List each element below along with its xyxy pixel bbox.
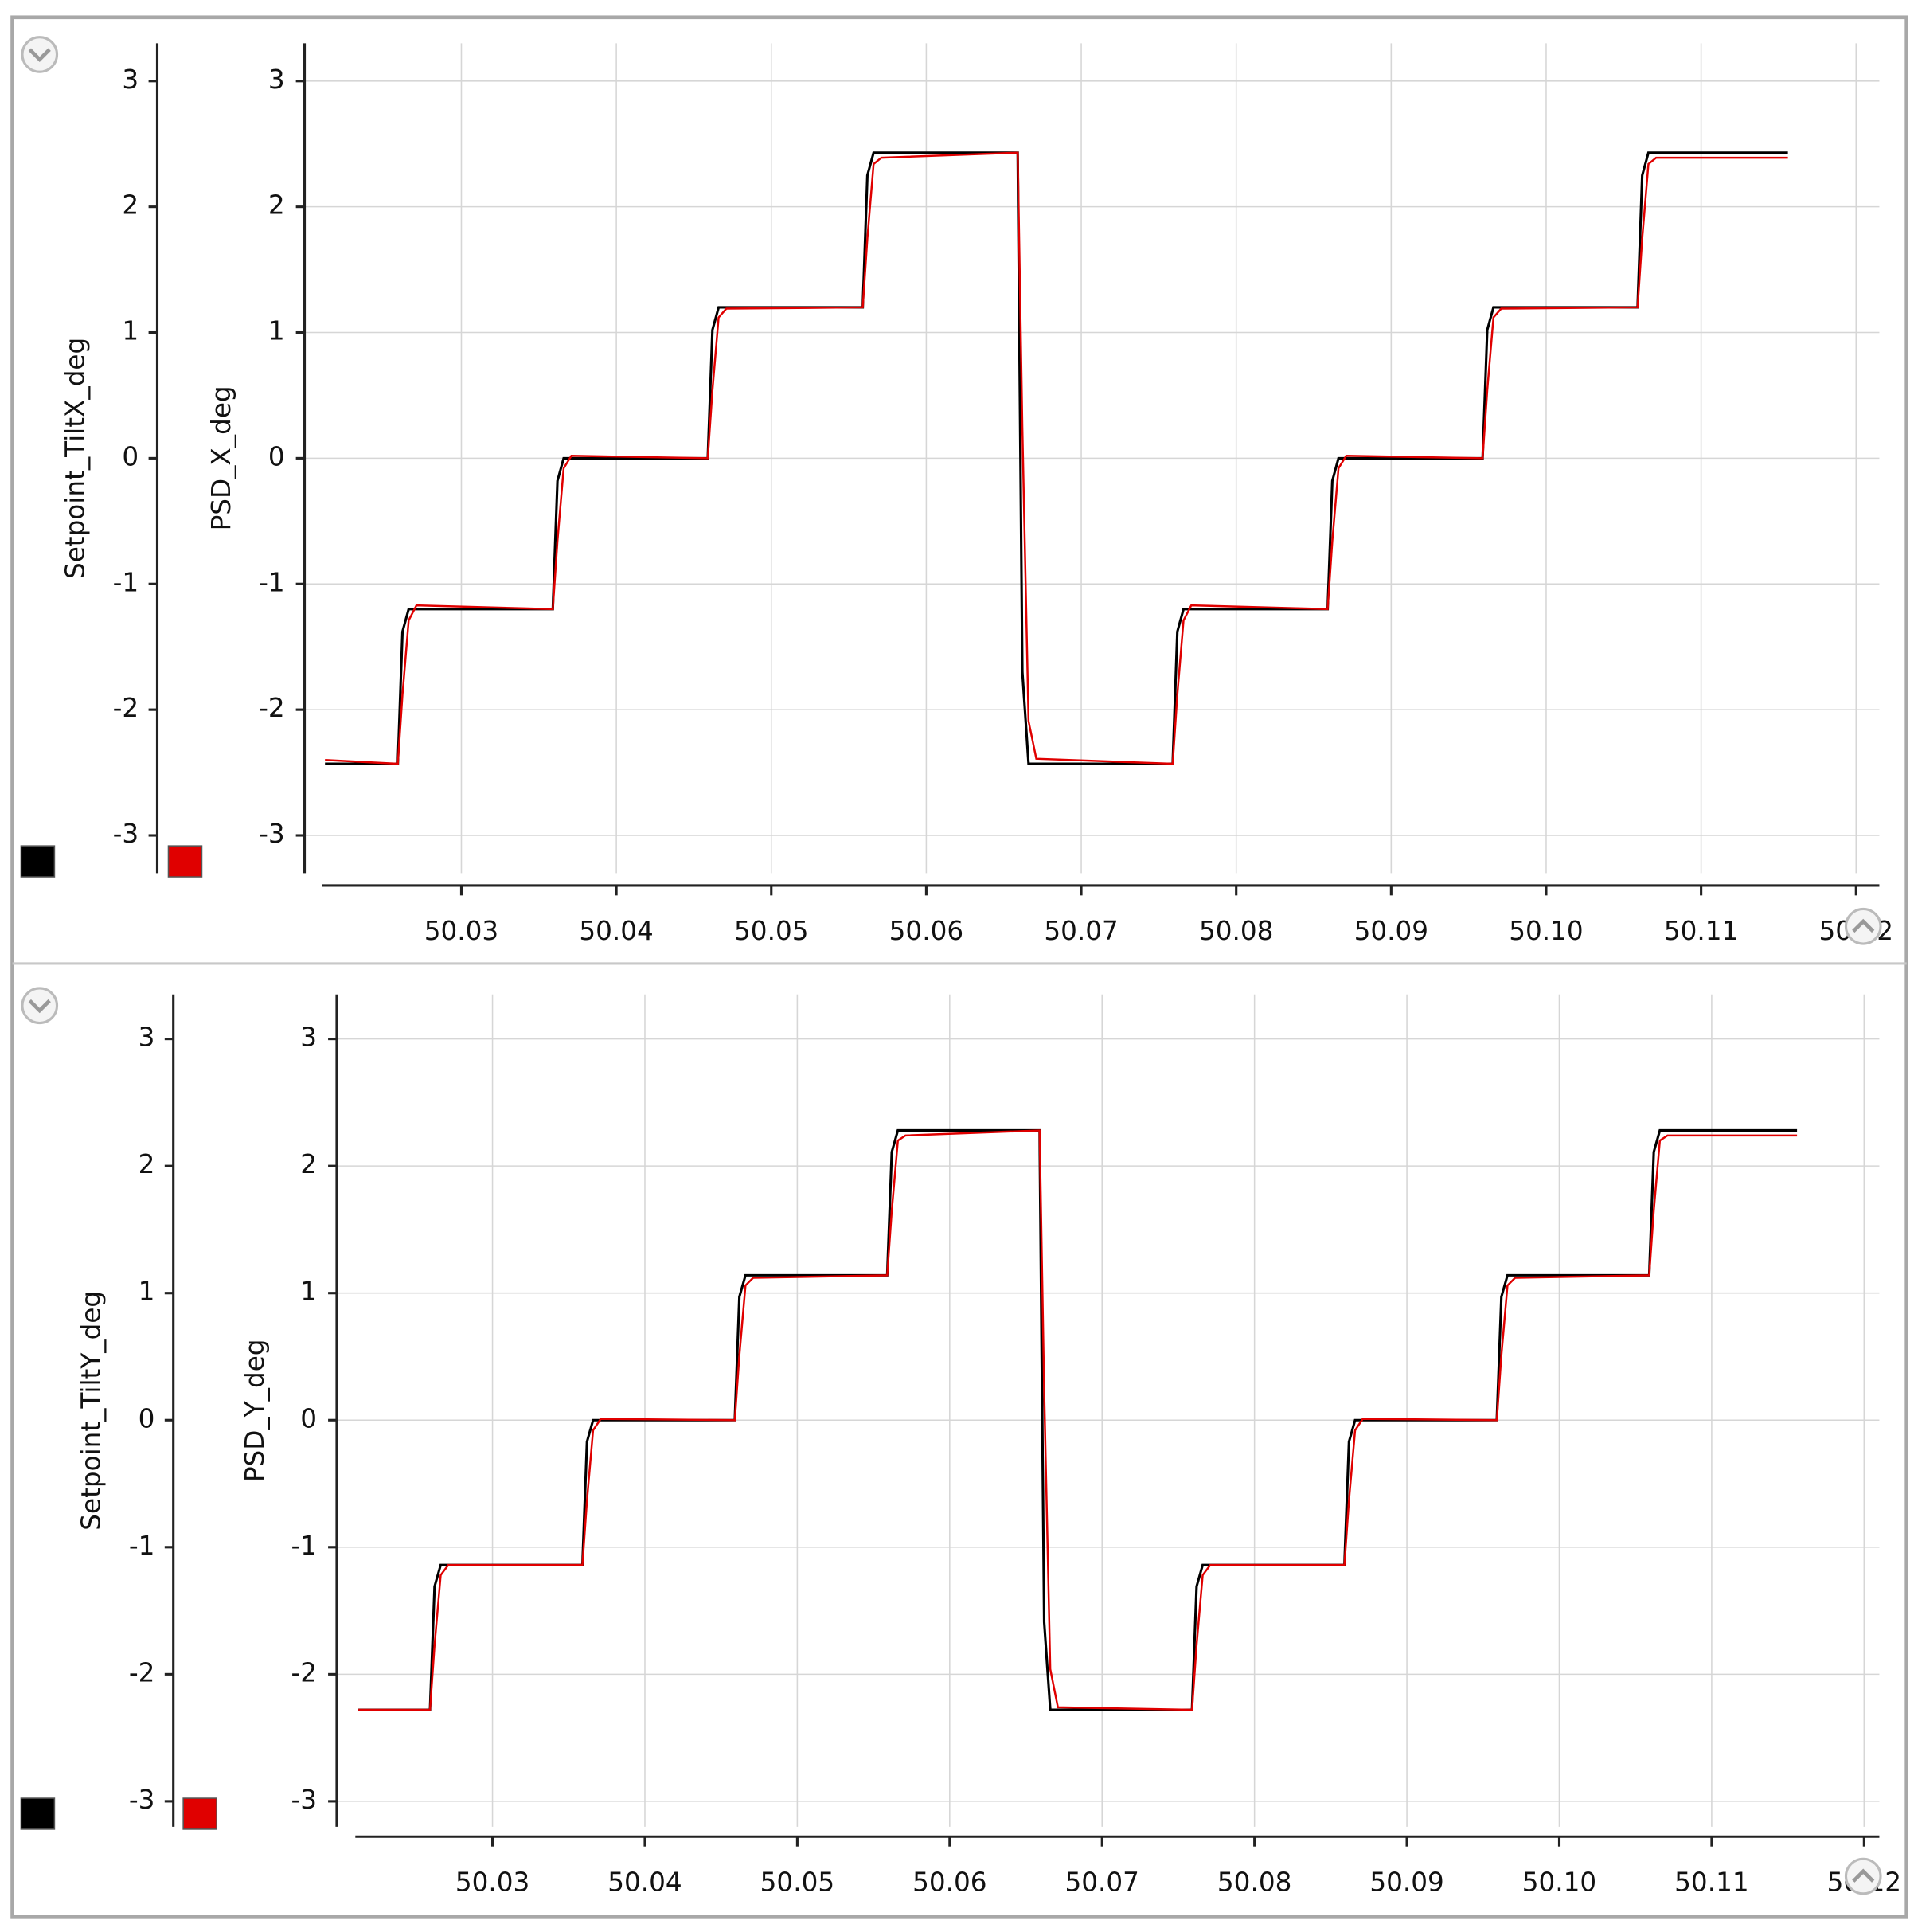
y-tick-label: 1	[268, 316, 285, 346]
y-tick-label: 2	[300, 1149, 317, 1179]
x-tick-label: 50.11	[1664, 916, 1738, 946]
legend-swatch	[20, 1797, 56, 1830]
x-tick-label: 50.10	[1522, 1867, 1596, 1897]
y-tick-label: 0	[268, 441, 285, 471]
y-tick-label: 0	[300, 1403, 317, 1433]
y-tick-label: -3	[113, 819, 139, 849]
series-line	[325, 151, 1788, 765]
y-tick-label: -2	[113, 693, 139, 723]
y2-axis-title: PSD_X_deg	[206, 385, 236, 530]
expand-button[interactable]	[1844, 1857, 1882, 1895]
series-line	[358, 1129, 1798, 1711]
y-tick-label: 2	[268, 190, 285, 221]
x-tick-label: 50.03	[424, 916, 498, 946]
y-tick-label: -3	[259, 819, 285, 849]
x-tick-label: 50.05	[760, 1867, 834, 1897]
x-tick-label: 50.07	[1065, 1867, 1139, 1897]
y-tick-label: -2	[291, 1657, 318, 1688]
y-tick-label: 3	[139, 1023, 155, 1053]
series-line	[358, 1128, 1798, 1711]
x-tick-label: 50.07	[1044, 916, 1118, 946]
plot: -3 -2 -1 0 1 2 3 -3 -2 -1 0 1 2 3 50.03 50.04 50.05 50.06…	[20, 43, 1893, 946]
y-tick-label: 3	[268, 65, 285, 95]
y-axis-title: Setpoint_TiltY_deg	[76, 1291, 107, 1531]
y-tick-label: -3	[291, 1785, 318, 1815]
y-tick-label: -1	[259, 567, 285, 597]
y-tick-label: 1	[139, 1277, 155, 1307]
legend-swatch	[167, 845, 203, 878]
y-tick-label: -1	[291, 1531, 318, 1561]
plot: -3 -2 -1 0 1 2 3 -3 -2 -1 0 1 2 3 50.03 50.04 50.05 50.06…	[20, 994, 1901, 1897]
x-tick-label: 50.03	[455, 1867, 529, 1897]
window-border	[10, 15, 1909, 1919]
y-tick-label: 2	[139, 1149, 155, 1179]
x-tick-label: 50.09	[1354, 916, 1428, 946]
y-tick-label: -1	[129, 1531, 155, 1561]
y-tick-label: 1	[300, 1277, 317, 1307]
x-tick-label: 50.06	[912, 1867, 986, 1897]
x-tick-label: 50.09	[1369, 1867, 1443, 1897]
series-line	[325, 151, 1788, 765]
y-tick-label: 0	[139, 1403, 155, 1433]
y-tick-label: -2	[129, 1657, 155, 1688]
y-tick-label: 3	[122, 65, 139, 95]
expand-button[interactable]	[615, 907, 1882, 945]
y-tick-label: 2	[122, 190, 139, 221]
y-axis-title: Setpoint_TiltX_deg	[60, 338, 90, 579]
y-tick-label: -3	[129, 1785, 155, 1815]
y-tick-label: 3	[300, 1023, 317, 1053]
y-tick-label: -2	[259, 693, 285, 723]
x-tick-label: 50.06	[889, 916, 963, 946]
x-tick-label: 50.08	[1199, 916, 1273, 946]
x-tick-label: 50.11	[1674, 1867, 1748, 1897]
collapse-button[interactable]	[21, 36, 59, 73]
legend-swatch	[182, 1797, 217, 1830]
collapse-button[interactable]	[21, 987, 59, 1025]
x-tick-label: 50.04	[607, 1867, 682, 1897]
y2-axis-title: PSD_Y_deg	[240, 1339, 270, 1482]
x-tick-label: 50.10	[1509, 916, 1583, 946]
x-tick-label: 50.05	[734, 916, 808, 946]
legend-swatch	[20, 845, 56, 878]
x-tick-label: 50.04	[579, 916, 653, 946]
x-tick-label: 50.08	[1217, 1867, 1291, 1897]
y-tick-label: -1	[113, 567, 139, 597]
y-tick-label: 0	[122, 441, 139, 471]
y-tick-label: 1	[122, 316, 139, 346]
